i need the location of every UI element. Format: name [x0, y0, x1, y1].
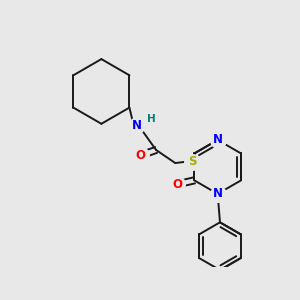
- Text: H: H: [147, 114, 156, 124]
- Text: N: N: [213, 187, 223, 200]
- Text: S: S: [188, 155, 196, 168]
- Text: N: N: [132, 119, 142, 132]
- Text: O: O: [172, 178, 182, 191]
- Text: O: O: [136, 149, 146, 162]
- Text: N: N: [213, 134, 223, 146]
